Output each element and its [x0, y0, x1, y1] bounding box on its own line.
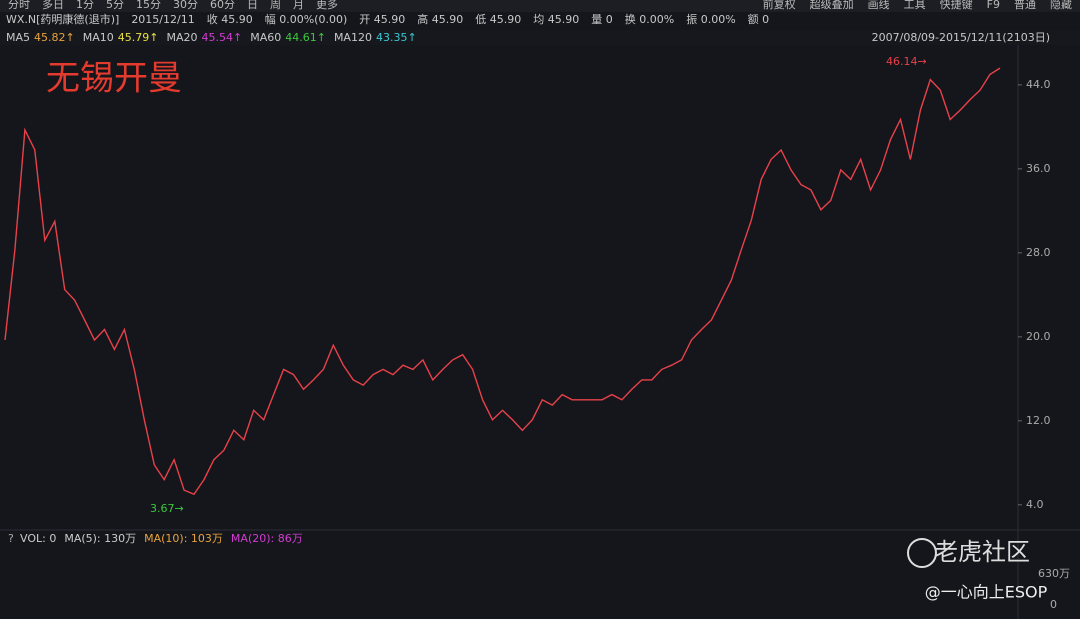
ma-value: 44.61↑	[285, 31, 326, 44]
info-field: 低 45.90	[475, 13, 521, 26]
ma-value: 45.82↑	[34, 31, 75, 44]
info-field: 幅 0.00%(0.00)	[265, 13, 348, 26]
toolbar-button[interactable]: F9	[987, 0, 1000, 11]
toolbar-button[interactable]: 更多	[316, 0, 338, 11]
ma-value: 43.35↑	[376, 31, 417, 44]
info-field: 收 45.90	[207, 12, 253, 26]
watermark-logo	[907, 538, 937, 568]
y-tick-label: 28.0	[1026, 246, 1051, 259]
volume-label: MA(5): 130万	[64, 532, 136, 545]
toolbar-button[interactable]: 画线	[868, 0, 890, 11]
ma-name: MA120	[334, 31, 372, 44]
toolbar-button[interactable]: 30分	[173, 0, 198, 11]
toolbar-button[interactable]: 60分	[210, 0, 235, 11]
help-icon: ?	[8, 532, 14, 545]
volume-axis-label: 0	[1050, 598, 1057, 611]
info-field: 量 0	[591, 13, 613, 26]
volume-label: MA(20): 86万	[231, 532, 303, 545]
info-field: 2015/12/11	[131, 13, 194, 26]
toolbar-button[interactable]: 工具	[904, 0, 926, 11]
low-annotation: 3.67→	[150, 502, 184, 515]
ma-value: 45.79↑	[118, 31, 159, 44]
info-field: WX.N[药明康德(退市)]	[6, 12, 119, 26]
toolbar-button[interactable]: 分时	[8, 0, 30, 11]
toolbar-button[interactable]: 超级叠加	[810, 0, 854, 11]
toolbar-button[interactable]: 前复权	[763, 0, 796, 11]
ma-name: MA5	[6, 31, 30, 44]
toolbar-button[interactable]: 周	[270, 0, 281, 11]
volume-label: VOL: 0	[20, 532, 56, 545]
ma-name: MA20	[166, 31, 197, 44]
watermark-brand: 老虎社区	[934, 538, 1030, 566]
stock-title: 无锡开曼	[46, 59, 182, 99]
y-tick-label: 36.0	[1026, 162, 1051, 175]
ma-name: MA10	[83, 31, 114, 44]
y-tick-label: 12.0	[1026, 414, 1051, 427]
y-tick-label: 44.0	[1026, 78, 1051, 91]
toolbar-button[interactable]: 月	[293, 0, 304, 11]
y-tick-label: 20.0	[1026, 330, 1051, 343]
toolbar-button[interactable]: 多日	[42, 0, 64, 11]
toolbar-button[interactable]: 日	[247, 0, 258, 11]
toolbar-button[interactable]: 普通	[1014, 0, 1036, 11]
price-line	[4, 67, 1001, 496]
high-annotation: 46.14→	[886, 55, 927, 68]
info-field: 振 0.00%	[686, 12, 735, 26]
ma-bar-bg	[0, 30, 1080, 45]
ma-value: 45.54↑	[201, 31, 242, 44]
toolbar-button[interactable]: 隐藏	[1050, 0, 1072, 11]
toolbar-button[interactable]: 1分	[76, 0, 94, 11]
info-field: 换 0.00%	[625, 12, 674, 26]
toolbar-button[interactable]: 15分	[136, 0, 161, 11]
info-field: 额 0	[748, 13, 770, 26]
toolbar-bg	[0, 0, 1080, 12]
date-range[interactable]: 2007/08/09-2015/12/11(2103日)	[872, 31, 1050, 44]
watermark-author: @一心向上ESOP	[925, 583, 1048, 602]
info-field: 高 45.90	[417, 12, 463, 26]
toolbar-button[interactable]: 5分	[106, 0, 124, 11]
volume-label: MA(10): 103万	[144, 532, 223, 545]
info-field: 均 45.90	[533, 13, 579, 26]
toolbar-button[interactable]: 快捷键	[940, 0, 973, 11]
info-field: 开 45.90	[359, 13, 405, 26]
volume-axis-label: 630万	[1038, 567, 1070, 580]
ma-name: MA60	[250, 31, 281, 44]
y-tick-label: 4.0	[1026, 498, 1044, 511]
